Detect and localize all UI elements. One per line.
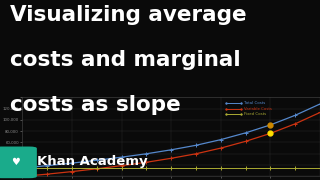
Text: Visualizing average: Visualizing average	[10, 5, 246, 25]
Text: Khan Academy: Khan Academy	[37, 156, 148, 168]
Text: Variable Costs: Variable Costs	[244, 107, 272, 111]
Text: Fixed Costs: Fixed Costs	[244, 112, 267, 116]
Text: ♥: ♥	[11, 157, 20, 167]
Text: costs and marginal: costs and marginal	[10, 50, 240, 70]
Text: costs as slope: costs as slope	[10, 95, 180, 115]
Text: Total Costs: Total Costs	[244, 101, 266, 105]
FancyBboxPatch shape	[0, 147, 37, 178]
